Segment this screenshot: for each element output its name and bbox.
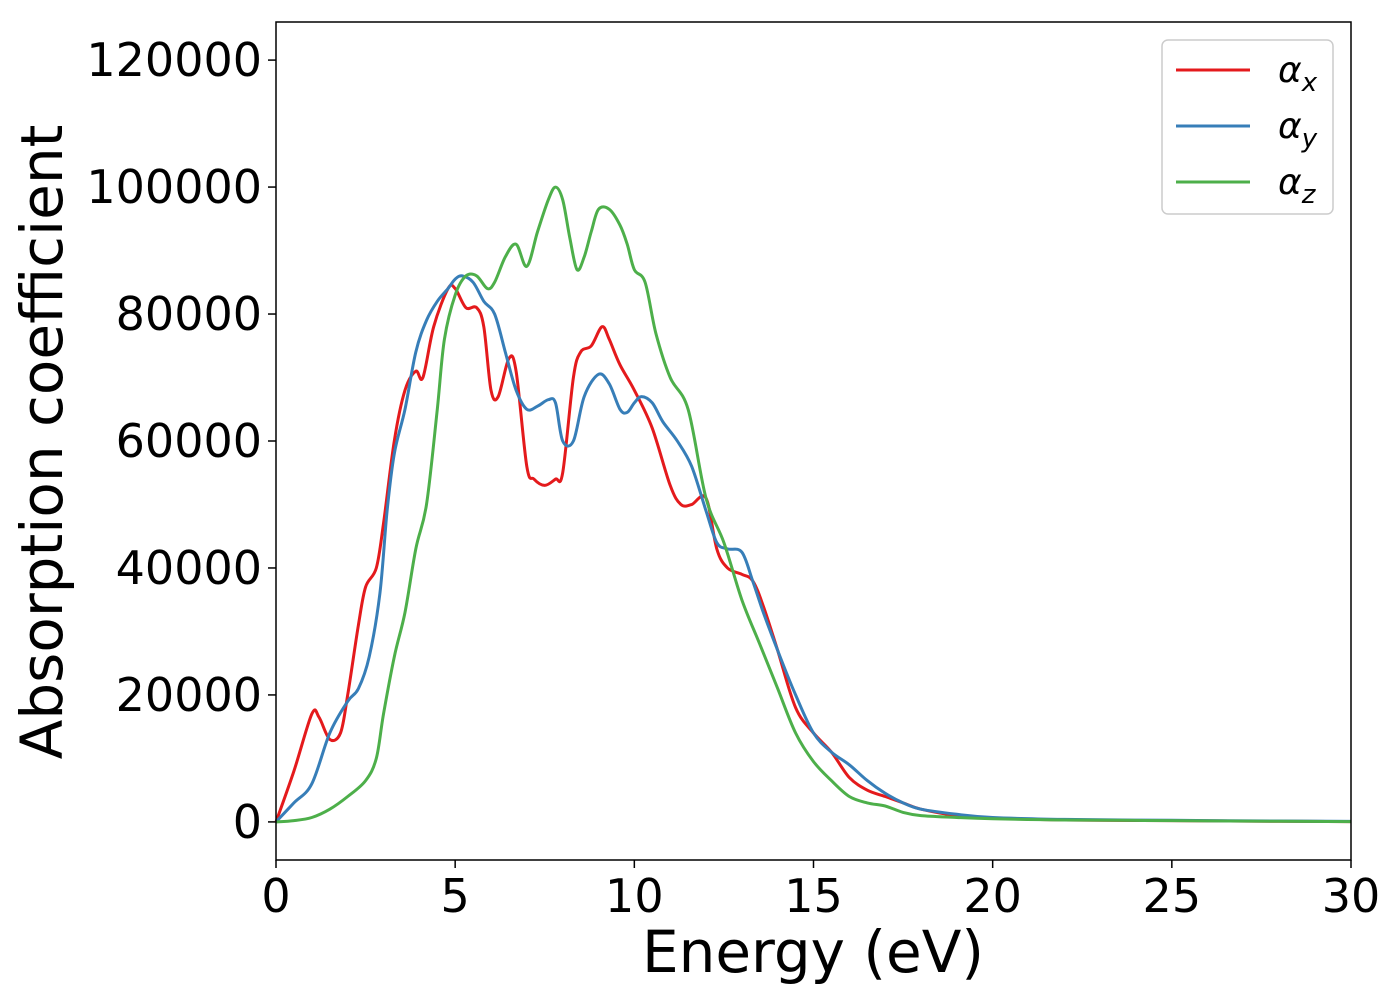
series-lines (274, 185, 1352, 824)
y-tick-label: 80000 (116, 287, 262, 341)
y-tick-label: 0 (233, 795, 262, 849)
y-tick-label: 60000 (116, 414, 262, 468)
legend-label-y: αy (1278, 106, 1318, 154)
x-tick-label: 10 (605, 869, 664, 923)
y-tick-label: 40000 (116, 541, 262, 595)
legend-symbol: α (1278, 106, 1302, 147)
legend-subscript: z (1301, 180, 1317, 210)
y-tick-label: 120000 (86, 33, 262, 87)
legend-label-x: αx (1278, 50, 1318, 98)
legend-label-z: αz (1278, 162, 1317, 210)
x-tick-label: 30 (1322, 869, 1381, 923)
x-tick-label: 0 (261, 869, 290, 923)
series-line-y (274, 274, 1352, 823)
plot-frame (275, 21, 1352, 861)
series-line-z (275, 185, 1352, 824)
axis-ticks: 0 5 10 15 20 25 30 0 20000 40000 60000 80000 100000 1… (86, 33, 1380, 923)
legend-subscript: y (1301, 124, 1318, 154)
x-tick-label: 5 (441, 869, 470, 923)
x-tick-label: 20 (963, 869, 1022, 923)
series-line-x (274, 283, 1352, 824)
x-tick-label: 15 (784, 869, 843, 923)
y-axis-label: Absorption coefficient (8, 125, 76, 760)
legend-subscript: x (1301, 68, 1318, 98)
legend-symbol: α (1278, 162, 1302, 203)
legend-symbol: α (1278, 50, 1302, 91)
y-tick-label: 20000 (116, 668, 262, 722)
y-tick-label: 100000 (86, 160, 262, 214)
x-axis-label: Energy (eV) (642, 918, 984, 986)
x-tick-label: 25 (1143, 869, 1202, 923)
